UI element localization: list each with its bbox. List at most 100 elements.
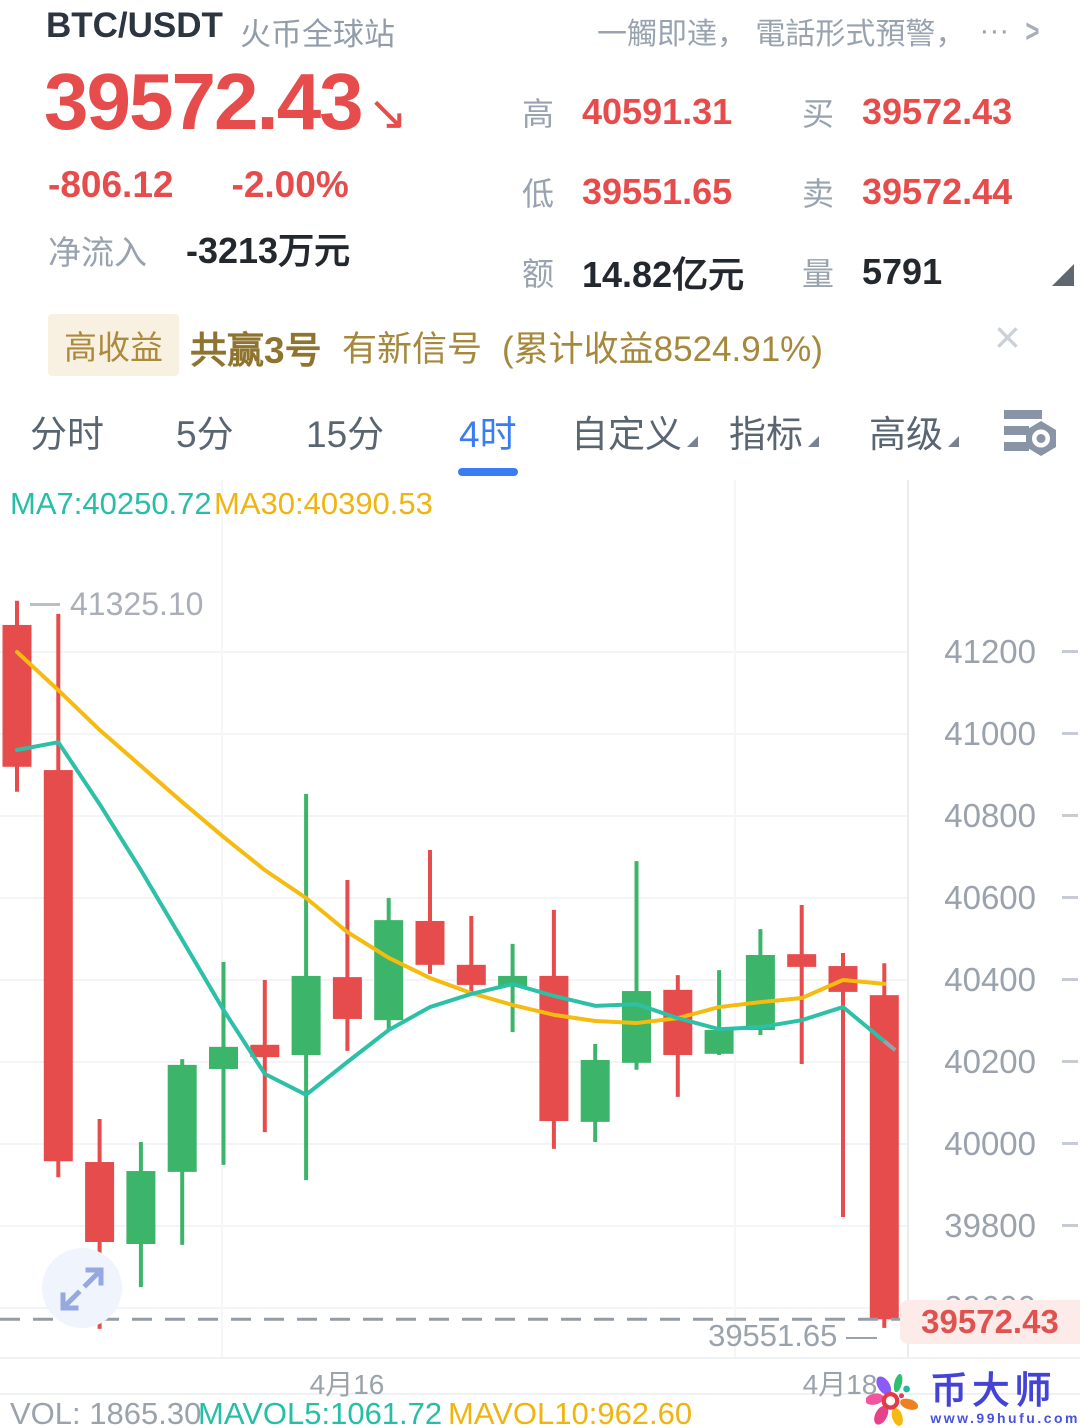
banner-close-icon[interactable]: × <box>994 311 1021 363</box>
candle-body <box>704 1030 734 1054</box>
netflow-value: -3213万元 <box>186 230 351 271</box>
stat-value-bid: 39572.43 <box>862 91 1013 132</box>
mavol5-value: MAVOL5:1061.72 <box>198 1396 443 1428</box>
signal-cumulative-return: (累计收益8524.91%) <box>502 330 823 369</box>
signal-strategy-name[interactable]: 共赢3号 <box>190 330 322 371</box>
tab-indicator[interactable]: 指标 <box>729 404 819 458</box>
y-axis-label: 40200 <box>944 1043 1036 1080</box>
vol-value: VOL: 1865.30 <box>10 1396 202 1428</box>
stat-label-amount: 额 <box>522 256 555 292</box>
y-axis-label: 40000 <box>944 1125 1036 1162</box>
tab-5min[interactable]: 5分 <box>176 414 234 455</box>
candle-body <box>415 920 445 965</box>
chevron-right-icon[interactable]: > <box>1025 12 1040 49</box>
change-absolute: -806.12 <box>48 164 174 205</box>
watermark-title: 币大师 <box>930 1370 1057 1411</box>
dropdown-triangle-icon <box>948 436 959 447</box>
tab-indicator-label: 指标 <box>729 414 803 455</box>
expand-stats-triangle-icon[interactable] <box>1052 264 1074 286</box>
stat-label-low: 低 <box>522 176 555 212</box>
chart-high-marker: 41325.10 <box>30 586 203 623</box>
exchange-name: 火币全球站 <box>240 17 395 52</box>
y-axis-tick <box>1062 896 1078 899</box>
pair-title[interactable]: BTC/USDT <box>46 6 223 45</box>
ma30-legend: MA30:40390.53 <box>214 486 433 521</box>
ellipsis-icon: ··· <box>979 14 1010 47</box>
stat-label-high: 高 <box>522 96 555 132</box>
tab-timeline[interactable]: 分时 <box>30 414 104 455</box>
tab-custom[interactable]: 自定义 <box>571 404 698 458</box>
tab-custom-label: 自定义 <box>571 414 682 455</box>
stat-label-bid: 买 <box>802 96 835 132</box>
candle-body <box>2 624 32 767</box>
watermark-url: www.99hufu.com <box>930 1410 1080 1426</box>
y-axis-label: 39800 <box>944 1207 1036 1244</box>
candle-body <box>787 954 817 967</box>
y-axis-label: 41000 <box>944 715 1036 752</box>
chart-low-marker: 39551.65 — <box>708 1318 877 1353</box>
tab-4hour[interactable]: 4时 <box>459 404 517 458</box>
candle-body <box>622 991 651 1063</box>
ma30-line <box>15 650 887 1026</box>
dropdown-triangle-icon <box>808 436 819 447</box>
candle-body <box>498 975 528 987</box>
time-axis: 4月16 4月18 <box>0 1357 1080 1400</box>
candle-body <box>332 977 362 1019</box>
change-percent: -2.00% <box>231 164 349 205</box>
stat-value-volume: 5791 <box>862 251 943 292</box>
candlestick-chart[interactable] <box>0 480 1080 1357</box>
y-axis-tick <box>1062 1224 1078 1227</box>
last-price-value: 39572.43 <box>44 57 364 146</box>
signal-new-text: 有新信号 <box>342 330 483 369</box>
watermark: 币大师 www.99hufu.com <box>866 1372 1080 1428</box>
candle-body <box>167 1064 197 1172</box>
tab-advanced[interactable]: 高级 <box>869 404 959 458</box>
candle-body <box>869 995 899 1320</box>
ma7-tail <box>883 1039 897 1052</box>
candle-body <box>250 1044 280 1058</box>
y-axis-tick <box>1062 978 1078 981</box>
candle-body <box>126 1171 156 1245</box>
y-axis-tick <box>1062 814 1078 817</box>
stat-value-amount: 14.82亿元 <box>582 254 745 295</box>
y-axis-tick <box>1062 650 1078 653</box>
last-price: 39572.43 ↘ <box>44 56 408 148</box>
current-price-tag: 39572.43 <box>900 1300 1080 1344</box>
y-axis-tick <box>1062 1142 1078 1145</box>
candle-body <box>43 770 73 1162</box>
chart-settings-icon[interactable] <box>1002 406 1058 462</box>
price-down-arrow-icon: ↘ <box>367 87 408 140</box>
y-axis-label: 41200 <box>944 633 1036 670</box>
candle-body <box>745 954 775 1031</box>
netflow-label: 净流入 <box>48 234 147 271</box>
candle-body <box>291 975 321 1056</box>
candle-body <box>209 1046 238 1069</box>
y-axis-label: 40800 <box>944 797 1036 834</box>
stat-value-ask: 39572.44 <box>862 171 1013 212</box>
mavol10-value: MAVOL10:962.60 <box>448 1396 693 1428</box>
candle-body <box>456 964 486 985</box>
y-axis-tick <box>1062 732 1078 735</box>
y-axis-label: 40400 <box>944 961 1036 998</box>
stat-label-volume: 量 <box>802 256 835 292</box>
price-change: -806.12 -2.00% <box>48 164 349 206</box>
tab-15min[interactable]: 15分 <box>306 414 385 455</box>
interval-tabbar: 分时 5分 15分 4时 自定义 指标 高级 <box>0 398 1080 480</box>
high-marker-dash <box>30 603 60 606</box>
stat-value-high: 40591.31 <box>582 91 733 132</box>
candle-body <box>85 1162 115 1242</box>
dropdown-triangle-icon <box>687 436 698 447</box>
volume-legend-row: VOL: 1865.30 MAVOL5:1061.72 MAVOL10:962.… <box>0 1396 1080 1428</box>
flower-logo-icon <box>866 1374 919 1426</box>
signal-badge: 高收益 <box>48 314 179 376</box>
date-label: 4月16 <box>309 1369 385 1400</box>
stat-label-ask: 卖 <box>802 176 835 212</box>
market-stats: 高 40591.31 买 39572.43 低 39551.65 卖 39572… <box>522 72 1042 312</box>
ma7-line <box>15 740 887 1097</box>
alert-text: 一觸即達， 電話形式預警， <box>596 18 966 51</box>
y-axis-label: 40600 <box>944 879 1036 916</box>
stat-value-low: 39551.65 <box>582 171 733 212</box>
fullscreen-expand-icon[interactable] <box>36 1244 128 1336</box>
alert-banner[interactable]: 一觸即達， 電話形式預警， ··· > <box>597 9 1042 53</box>
